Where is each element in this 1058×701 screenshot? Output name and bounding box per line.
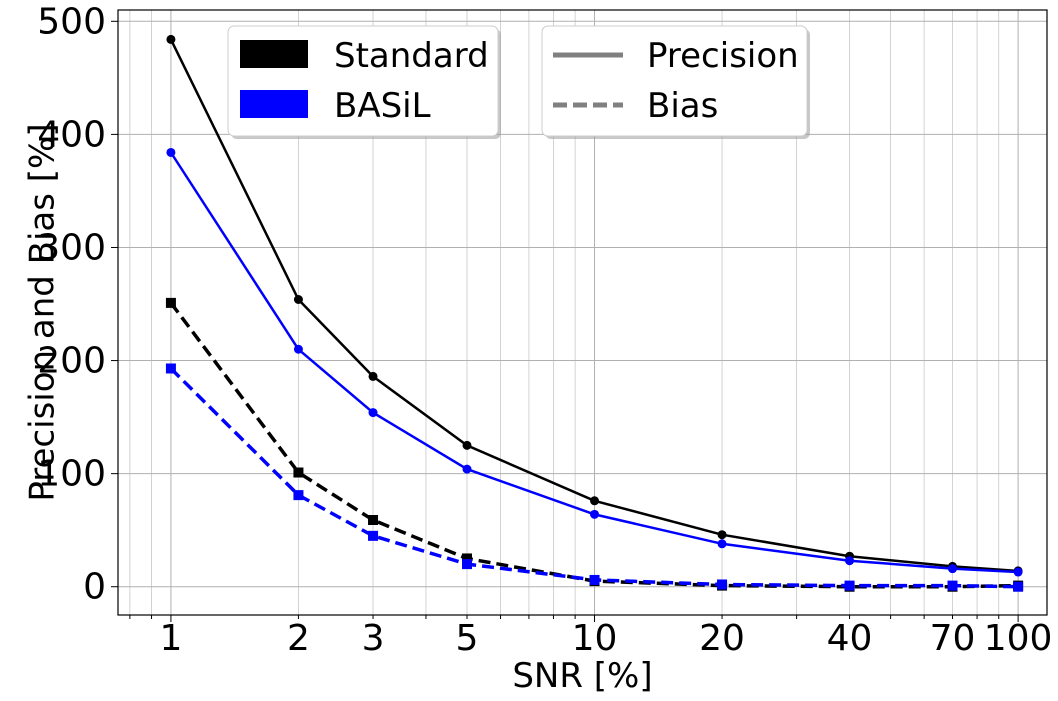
data-point	[368, 371, 378, 381]
x-tick-label: 40	[827, 618, 873, 659]
x-tick-label: 70	[930, 618, 976, 659]
data-point	[368, 515, 379, 526]
series-basil-precision	[166, 147, 1023, 577]
y-axis-label: Precision and Bias [%]	[23, 123, 63, 501]
series-basil-bias	[165, 363, 1024, 592]
data-point	[165, 297, 176, 308]
y-tick-label: 500	[37, 1, 106, 42]
data-point	[947, 580, 958, 591]
x-tick-label: 1	[159, 618, 182, 659]
x-tick-label: 5	[456, 618, 479, 659]
data-point	[368, 408, 378, 418]
data-point	[368, 530, 379, 541]
x-tick-label: 10	[572, 618, 618, 659]
legend-basil-swatch	[240, 90, 308, 118]
legend-basil-label: BASiL	[334, 86, 431, 126]
data-point	[462, 559, 473, 570]
legend-metric: Precision Bias	[541, 25, 810, 139]
data-point	[590, 496, 600, 506]
legend-standard-label: Standard	[334, 36, 489, 76]
data-point	[462, 440, 472, 450]
data-point	[1013, 581, 1024, 592]
data-point	[293, 467, 304, 478]
x-tick-label: 100	[984, 618, 1053, 659]
y-tick-label: 300	[37, 227, 106, 268]
series-layer	[165, 34, 1024, 592]
data-point	[717, 579, 728, 590]
axis-ticks	[111, 20, 1019, 622]
y-tick-label: 0	[83, 567, 106, 608]
data-point	[1013, 567, 1023, 577]
data-point	[462, 464, 472, 474]
x-axis-label: SNR [%]	[512, 656, 652, 696]
data-point	[293, 294, 303, 304]
x-tick-label: 20	[699, 618, 745, 659]
data-point	[590, 509, 600, 519]
data-point	[165, 363, 176, 374]
data-point	[717, 539, 727, 549]
data-point	[844, 580, 855, 591]
data-point	[845, 556, 855, 566]
data-point	[166, 147, 176, 157]
data-point	[589, 574, 600, 585]
x-tick-label: 2	[287, 618, 310, 659]
legend-standard-swatch	[240, 40, 308, 68]
data-point	[293, 344, 303, 354]
data-point	[462, 553, 473, 564]
y-tick-label: 100	[37, 454, 106, 495]
data-point	[717, 530, 727, 540]
data-point	[166, 34, 176, 44]
y-tick-label: 400	[37, 114, 106, 155]
legend-bias-label: Bias	[647, 86, 718, 126]
plot-frame	[117, 9, 1048, 616]
legend-precision-label: Precision	[647, 36, 799, 76]
y-tick-label: 200	[37, 341, 106, 382]
data-point	[293, 490, 304, 501]
x-tick-label: 3	[362, 618, 385, 659]
data-point	[948, 564, 958, 574]
legend-method: Standard BASiL	[227, 25, 501, 139]
